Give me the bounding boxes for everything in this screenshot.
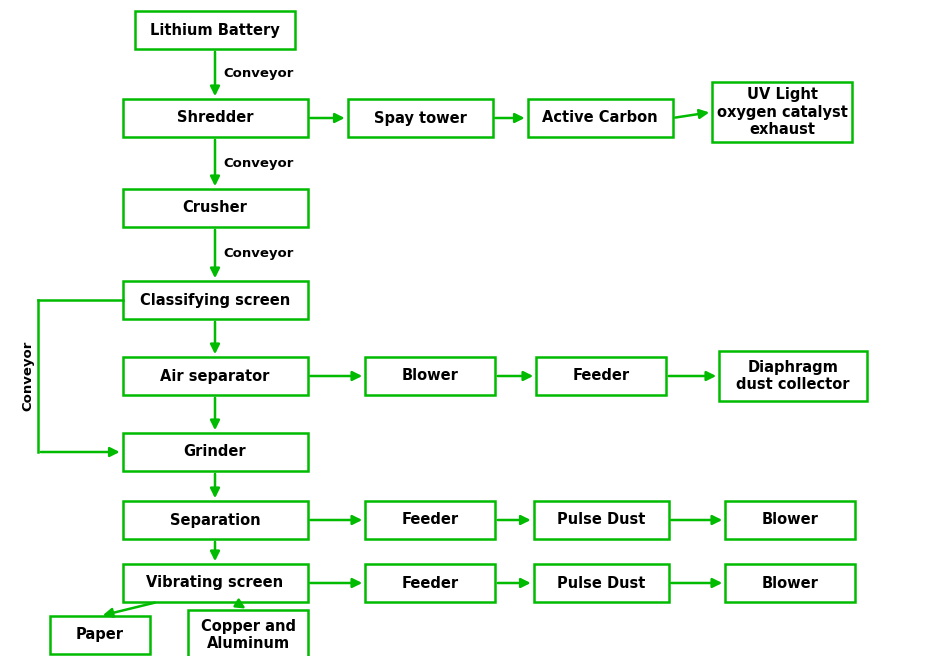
Bar bbox=[365, 564, 495, 602]
Bar bbox=[123, 564, 308, 602]
Text: Spay tower: Spay tower bbox=[374, 110, 467, 125]
Text: Blower: Blower bbox=[402, 369, 458, 384]
Bar bbox=[123, 99, 308, 137]
Bar bbox=[123, 189, 308, 227]
Text: Pulse Dust: Pulse Dust bbox=[557, 575, 645, 590]
Text: Copper and
Aluminum: Copper and Aluminum bbox=[201, 619, 296, 651]
Text: Crusher: Crusher bbox=[182, 201, 247, 216]
Bar bbox=[123, 501, 308, 539]
Text: Blower: Blower bbox=[762, 512, 818, 527]
Bar bbox=[725, 501, 855, 539]
Bar bbox=[135, 11, 295, 49]
Text: Active Carbon: Active Carbon bbox=[542, 110, 658, 125]
Bar bbox=[725, 564, 855, 602]
Bar bbox=[527, 99, 672, 137]
Text: Classifying screen: Classifying screen bbox=[140, 293, 290, 308]
Bar bbox=[123, 357, 308, 395]
Text: Conveyor: Conveyor bbox=[223, 157, 293, 169]
Bar bbox=[123, 433, 308, 471]
Text: Lithium Battery: Lithium Battery bbox=[150, 22, 280, 37]
Bar bbox=[534, 564, 669, 602]
Text: Conveyor: Conveyor bbox=[21, 341, 34, 411]
Text: Air separator: Air separator bbox=[160, 369, 270, 384]
Text: UV Light
oxygen catalyst
exhaust: UV Light oxygen catalyst exhaust bbox=[716, 87, 847, 137]
Bar bbox=[536, 357, 666, 395]
Text: Paper: Paper bbox=[76, 628, 124, 642]
Text: Grinder: Grinder bbox=[184, 445, 246, 459]
Bar bbox=[188, 610, 308, 656]
Text: Conveyor: Conveyor bbox=[223, 247, 293, 260]
Text: Feeder: Feeder bbox=[402, 512, 458, 527]
Text: Pulse Dust: Pulse Dust bbox=[557, 512, 645, 527]
Text: Vibrating screen: Vibrating screen bbox=[146, 575, 284, 590]
Text: Diaphragm
dust collector: Diaphragm dust collector bbox=[737, 359, 850, 392]
Bar bbox=[719, 351, 867, 401]
Bar bbox=[50, 616, 150, 654]
Bar bbox=[348, 99, 493, 137]
Text: Shredder: Shredder bbox=[177, 110, 253, 125]
Bar bbox=[712, 82, 852, 142]
Text: Blower: Blower bbox=[762, 575, 818, 590]
Bar bbox=[123, 281, 308, 319]
Bar bbox=[365, 501, 495, 539]
Text: Feeder: Feeder bbox=[573, 369, 630, 384]
Text: Conveyor: Conveyor bbox=[223, 68, 293, 81]
Text: Separation: Separation bbox=[169, 512, 260, 527]
Bar bbox=[365, 357, 495, 395]
Bar bbox=[534, 501, 669, 539]
Text: Feeder: Feeder bbox=[402, 575, 458, 590]
